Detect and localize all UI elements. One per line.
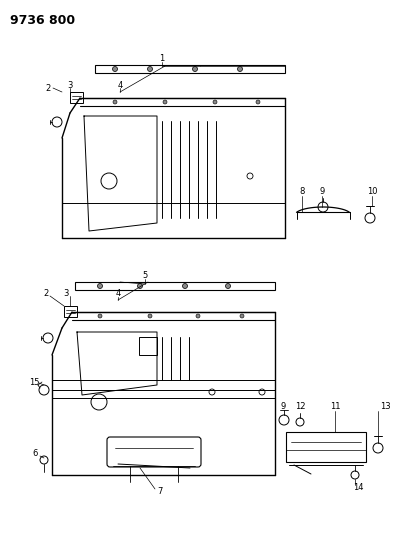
Text: 9: 9 <box>280 402 285 411</box>
Circle shape <box>98 314 102 318</box>
Text: 9: 9 <box>319 188 324 197</box>
Bar <box>75 282 274 290</box>
Text: 6: 6 <box>32 449 38 458</box>
Text: 4: 4 <box>117 80 122 90</box>
Text: 14: 14 <box>352 483 362 492</box>
Text: 3: 3 <box>63 289 69 298</box>
Text: 3: 3 <box>67 80 72 90</box>
Circle shape <box>137 284 142 288</box>
Circle shape <box>213 100 216 104</box>
Text: 7: 7 <box>157 488 162 497</box>
Circle shape <box>182 284 187 288</box>
Circle shape <box>147 67 152 71</box>
Circle shape <box>196 314 200 318</box>
Circle shape <box>255 100 259 104</box>
Bar <box>139 337 157 355</box>
Text: 5: 5 <box>142 271 147 279</box>
FancyBboxPatch shape <box>107 437 200 467</box>
Circle shape <box>237 67 242 71</box>
Bar <box>285 432 365 462</box>
Text: 11: 11 <box>329 402 339 411</box>
Text: 15: 15 <box>29 378 39 387</box>
Text: 10: 10 <box>366 188 376 197</box>
Circle shape <box>163 100 166 104</box>
Circle shape <box>148 314 152 318</box>
Bar <box>95 65 284 73</box>
Text: 2: 2 <box>45 84 50 93</box>
Text: 1: 1 <box>159 53 164 62</box>
Circle shape <box>112 67 117 71</box>
Text: 4: 4 <box>115 289 120 298</box>
Bar <box>64 306 77 317</box>
Text: 13: 13 <box>379 402 389 411</box>
Circle shape <box>97 284 102 288</box>
Circle shape <box>192 67 197 71</box>
Bar <box>70 92 83 103</box>
Circle shape <box>239 314 243 318</box>
Circle shape <box>225 284 230 288</box>
Text: 2: 2 <box>43 289 49 298</box>
Text: 8: 8 <box>299 188 304 197</box>
Text: 12: 12 <box>294 402 305 411</box>
Circle shape <box>113 100 117 104</box>
Text: 9736 800: 9736 800 <box>10 13 75 27</box>
